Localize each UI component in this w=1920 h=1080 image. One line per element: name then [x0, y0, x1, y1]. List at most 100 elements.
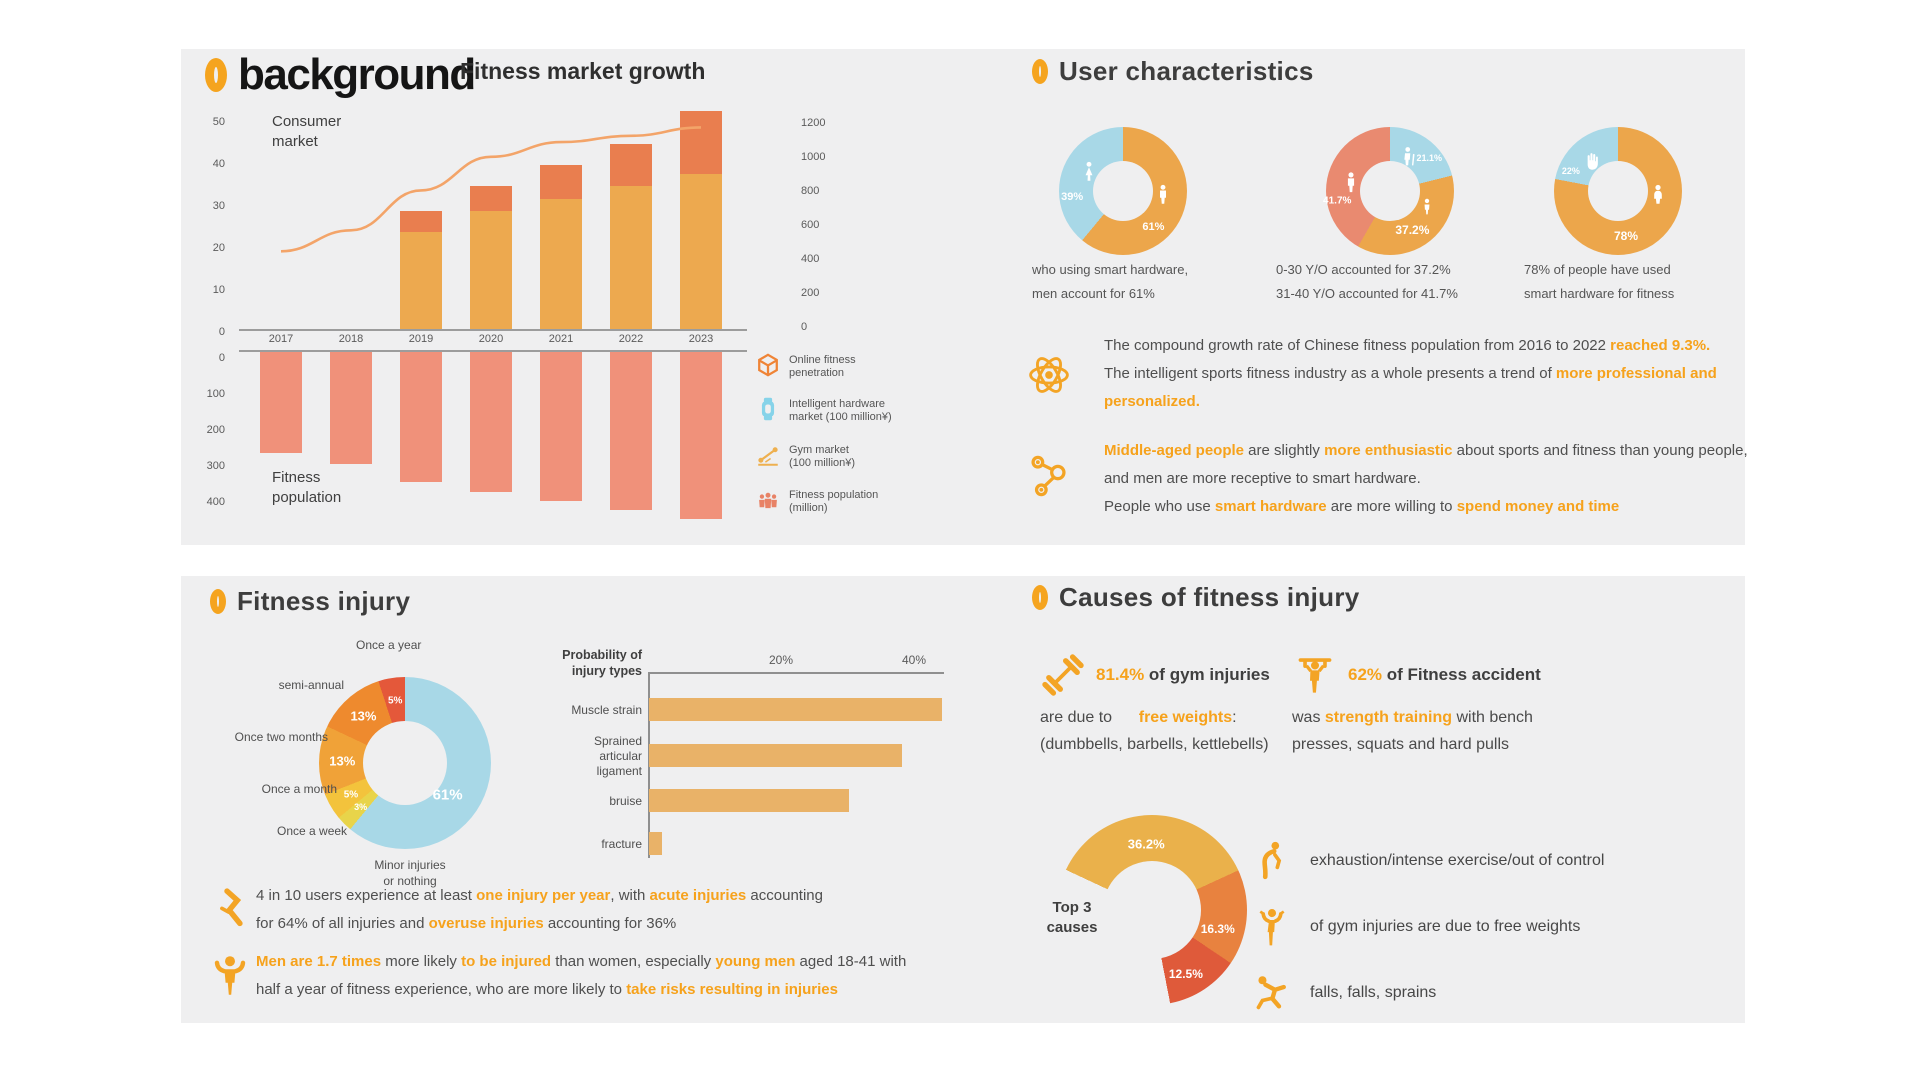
elderly-icon: [1398, 145, 1420, 167]
market-growth-title: Fitness market growth: [460, 58, 706, 84]
user-characteristics-header: User characteristics: [1032, 56, 1314, 87]
top3-causes-label: Top 3 causes: [1046, 899, 1098, 937]
axis-label: 400: [801, 253, 820, 265]
causes-header: Causes of fitness injury: [1032, 582, 1360, 613]
once-a-year-label: Once a year: [356, 638, 422, 652]
top3-causes-donut-chart: 36.2% 16.3% 12.5%: [1057, 815, 1247, 1005]
adult-icon: [1340, 171, 1362, 193]
axis-label: 50: [212, 116, 225, 128]
year-label: 2017: [268, 333, 294, 345]
axis-label: 200: [206, 424, 225, 436]
user-characteristics-title: User characteristics: [1059, 56, 1314, 86]
axis-line: [648, 672, 944, 674]
hand-icon: [1582, 150, 1604, 172]
population-bar: [260, 352, 302, 453]
axis-label: 300: [206, 460, 225, 472]
population-bar: [610, 352, 652, 511]
men-injury-insight-text: Men are 1.7 times more likely to be inju…: [256, 953, 907, 998]
zero-badge-icon: [210, 589, 226, 614]
arms-raised-icon: [1250, 905, 1294, 949]
weightlifter-icon: [1292, 652, 1338, 698]
joint-injury-icon: [212, 886, 256, 930]
donut-hole: [1359, 160, 1421, 222]
donut-percent-label: 5%: [343, 789, 359, 801]
axis-tick-label: 20%: [768, 653, 794, 667]
legend-label: Intelligent hardware market (100 million…: [789, 398, 892, 424]
year-label: 2022: [618, 333, 644, 345]
hbar-row-label: Muscle strain: [571, 702, 642, 717]
axis-label: 800: [801, 185, 820, 197]
donut-percent-label: 12.5%: [1168, 966, 1203, 981]
axis-label: 0: [218, 326, 225, 338]
donut-percent-label: 61%: [432, 786, 463, 804]
male-icon: [1152, 184, 1174, 206]
gender-donut-caption: who using smart hardware, men account fo…: [1032, 262, 1189, 302]
donut-percent-label: 16.3%: [1200, 921, 1235, 936]
gym-market-bar: [540, 198, 582, 329]
axis-label: 0: [801, 321, 808, 333]
strength-training-stat: 62% of Fitness accident was strength tra…: [1292, 652, 1642, 758]
hardware-market-bar: [610, 144, 652, 187]
cause-item-text: of gym injuries are due to free weights: [1310, 918, 1581, 935]
hbar-bar: [649, 744, 902, 767]
gym-market-bar: [610, 186, 652, 329]
population-bar: [400, 352, 442, 482]
cause-item-text: exhaustion/intense exercise/out of contr…: [1310, 852, 1605, 869]
once-two-months-label: Once two months: [234, 730, 328, 744]
gym-market-bar: [400, 232, 442, 329]
axis-label: 0: [218, 352, 225, 364]
fitness-population-label: Fitness population: [272, 469, 342, 507]
axis-label: 200: [801, 287, 820, 299]
fitness-injury-title: Fitness injury: [237, 586, 411, 616]
year-label: 2019: [408, 333, 434, 345]
hardware-market-bar: [680, 110, 722, 174]
fitness-injury-header: Fitness injury: [210, 586, 410, 617]
injury-frequency-donut-chart: 61% 3% 5% 13% 13% 5%: [319, 677, 491, 849]
consumer-market-label: Consumer market: [272, 113, 342, 151]
causes-title: Causes of fitness injury: [1059, 582, 1360, 612]
female-icon: [1078, 160, 1100, 182]
molecule-icon: [1026, 453, 1072, 499]
donut-percent-label: 3%: [354, 802, 368, 813]
axis-line: [239, 350, 747, 352]
population-bar: [330, 352, 372, 464]
zero-badge-icon: [1032, 59, 1048, 84]
axis-label: 600: [801, 219, 820, 231]
donut-percent-label: 5%: [387, 695, 403, 707]
minor-injuries-label: Minor injuries or nothing: [374, 858, 446, 888]
axis-label: 20: [212, 242, 225, 254]
gym-market-bar: [680, 173, 722, 329]
donut-hole: [1102, 860, 1202, 960]
penetration-line: [280, 126, 702, 253]
gender-donut-chart: 61% 39%: [1059, 127, 1187, 255]
hardware-market-bar: [400, 211, 442, 233]
youth-icon: [1416, 195, 1438, 217]
donut-hole: [362, 720, 448, 806]
axis-label: 100: [206, 388, 225, 400]
market-growth-chart: 50 40 30 20 10 0 0 100 200 300 400 1200 1000 800 600 40…: [181, 49, 921, 545]
hbar-header: Probability of injury types: [562, 648, 642, 679]
year-label: 2021: [548, 333, 574, 345]
year-label: 2018: [338, 333, 364, 345]
legend-label: Online fitness penetration: [789, 354, 856, 380]
atom-icon: [1026, 352, 1072, 398]
cause-item-text: falls, falls, sprains: [1310, 984, 1437, 1001]
legend-item: Fitness population (million): [755, 487, 878, 515]
donut-hole: [1587, 160, 1649, 222]
axis-label: 1200: [801, 117, 826, 129]
donut-percent-label: 22%: [1561, 165, 1580, 176]
middle-aged-insight-text: Middle-aged people are slightly more ent…: [1104, 442, 1748, 515]
axis-tick-label: 40%: [901, 653, 927, 667]
person-icon: [1647, 184, 1669, 206]
gym-market-icon: [755, 442, 781, 468]
falling-person-icon: [1250, 970, 1294, 1014]
hbar-row-label: fracture: [601, 836, 642, 851]
axis-label: 10: [212, 284, 225, 296]
axis-line: [239, 329, 747, 331]
donut-percent-label: 13%: [329, 753, 356, 769]
population-bar: [470, 352, 512, 493]
hbar-row-label: bruise: [609, 793, 642, 808]
semi-annual-label: semi-annual: [278, 678, 344, 692]
donut-percent-label: 39%: [1061, 191, 1084, 204]
